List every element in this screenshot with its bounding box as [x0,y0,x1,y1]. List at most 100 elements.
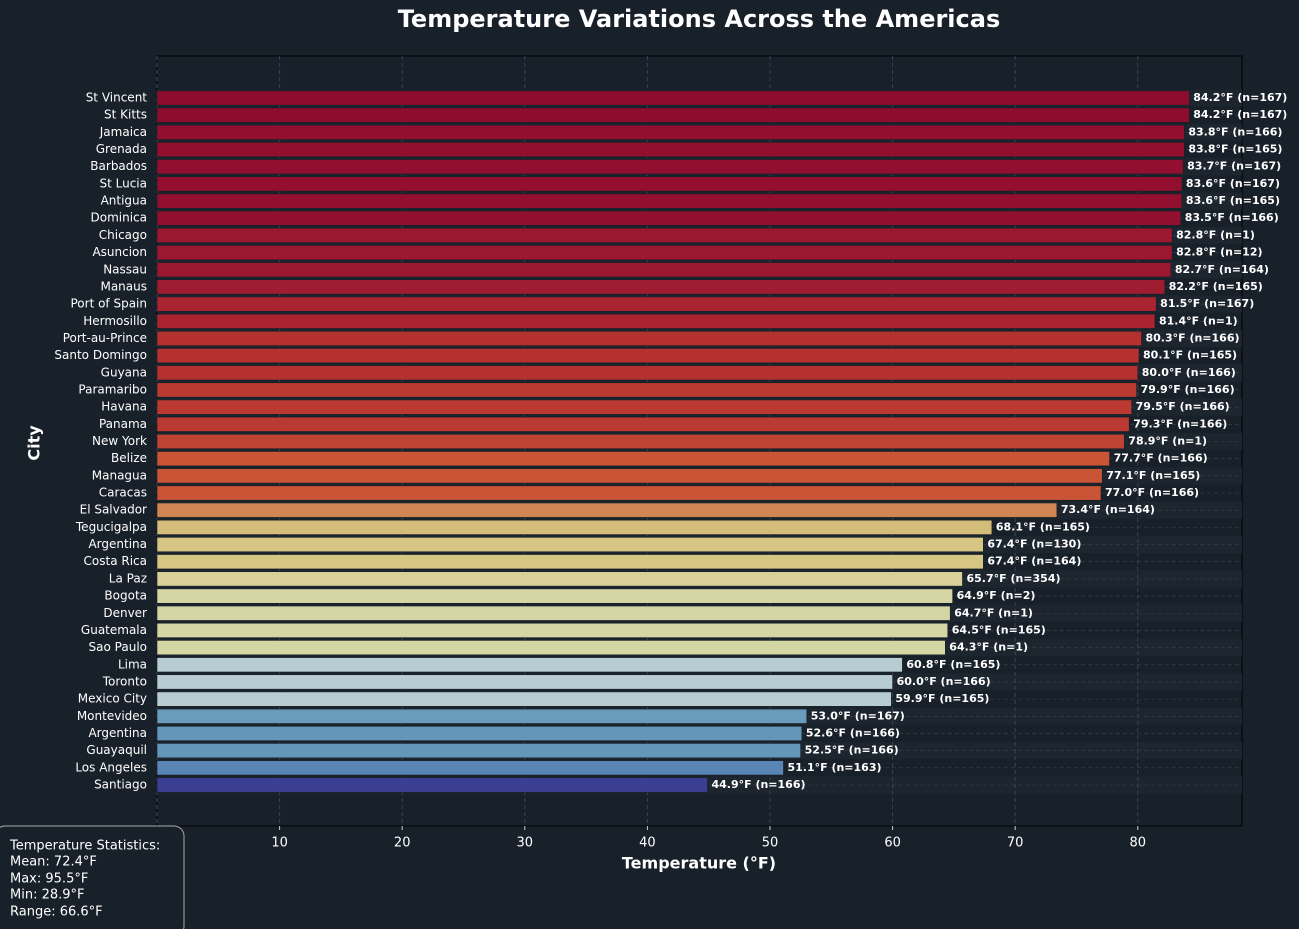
y-tick-label: Guayaquil [86,743,147,757]
x-tick-label: 70 [1007,836,1024,851]
bar [156,279,1166,295]
stats-box: Temperature Statistics: Mean: 72.4°F Max… [0,825,185,929]
value-label: 84.2°F (n=167) [1193,91,1287,104]
bar [156,640,946,656]
y-tick-label: Guyana [101,365,147,379]
y-tick-label: Argentina [88,726,147,740]
y-tick-label: Dominica [91,211,148,225]
y-tick-label: Jamaica [99,125,147,139]
bar [156,348,1140,364]
value-label: 64.3°F (n=1) [949,641,1028,654]
bar [156,330,1142,346]
bar [156,313,1156,329]
y-tick-label: Guatemala [81,623,147,637]
bar [156,176,1183,192]
bar [156,502,1058,518]
value-label: 73.4°F (n=164) [1061,503,1155,516]
bar [156,485,1102,501]
bar [156,588,953,604]
value-label: 83.7°F (n=167) [1187,160,1281,173]
value-label: 60.8°F (n=165) [906,658,1000,671]
bar [156,777,708,793]
bar [156,142,1185,158]
x-tick-label: 30 [517,836,534,851]
bar [156,674,893,690]
value-label: 82.2°F (n=165) [1169,280,1263,293]
y-tick-label: Barbados [90,159,147,173]
y-tick-label: Port of Spain [70,297,147,311]
y-tick-label: Argentina [88,537,147,551]
bar [156,605,951,621]
y-tick-label: El Salvador [80,503,147,517]
bar [156,519,993,535]
y-tick-label: Santiago [94,778,147,792]
value-label: 80.3°F (n=166) [1145,331,1239,344]
value-label: 83.6°F (n=167) [1186,177,1280,190]
bar [156,571,963,587]
y-tick-label: Asuncion [92,245,147,259]
x-tick-label: 10 [271,836,288,851]
value-label: 60.0°F (n=166) [897,675,991,688]
y-tick-label: Santo Domingo [54,348,147,362]
bar [156,725,803,741]
y-tick-label: Mexico City [78,692,147,706]
chart-title: Temperature Variations Across the Americ… [398,5,1000,33]
y-tick-label: St Lucia [99,176,147,190]
y-tick-label: New York [92,434,147,448]
bar [156,622,949,638]
value-label: 79.3°F (n=166) [1133,417,1227,430]
x-tick-label: 50 [762,836,779,851]
value-label: 67.4°F (n=164) [987,555,1081,568]
bar [156,399,1132,415]
value-label: 83.5°F (n=166) [1185,211,1279,224]
bar [156,365,1139,381]
value-label: 64.5°F (n=165) [952,623,1046,636]
x-tick-label: 40 [639,836,656,851]
value-label: 82.7°F (n=164) [1175,263,1269,276]
bar [156,416,1130,432]
bar [156,743,801,759]
y-tick-label: Lima [118,657,147,671]
bar [156,227,1173,243]
value-label: 77.7°F (n=166) [1114,452,1208,465]
y-tick-label: Nassau [103,262,147,276]
value-label: 81.4°F (n=1) [1159,314,1238,327]
value-label: 65.7°F (n=354) [966,572,1060,585]
y-tick-label: Manaus [100,279,147,293]
bar [156,159,1184,175]
y-tick-label: Sao Paulo [89,640,147,654]
y-tick-label: Antigua [101,194,147,208]
y-tick-label: Port-au-Prince [63,331,147,345]
y-tick-label: Denver [103,606,147,620]
y-tick-label: Toronto [102,674,147,688]
bar [156,262,1172,278]
y-tick-label: Tegucigalpa [75,520,147,534]
y-tick-label: Panama [99,417,147,431]
y-tick-label: La Paz [109,571,147,585]
bar [156,708,808,724]
y-tick-label: Los Angeles [75,760,147,774]
y-tick-label: Grenada [96,142,147,156]
bar [156,245,1173,261]
bar [156,124,1185,140]
y-tick-label: Havana [101,400,147,414]
value-label: 80.0°F (n=166) [1142,366,1236,379]
value-label: 77.0°F (n=166) [1105,486,1199,499]
y-tick-label: Costa Rica [84,554,147,568]
bar [156,537,984,553]
y-tick-label: Paramaribo [78,382,147,396]
value-label: 84.2°F (n=167) [1193,108,1287,121]
value-label: 77.1°F (n=165) [1106,469,1200,482]
y-tick-label: Belize [111,451,147,465]
stats-frame [0,825,185,929]
value-label: 64.7°F (n=1) [954,606,1033,619]
bar [156,90,1190,106]
y-tick-label: Hermosillo [83,314,147,328]
bar [156,451,1110,467]
value-label: 67.4°F (n=130) [987,538,1081,551]
value-label: 83.6°F (n=165) [1186,194,1280,207]
value-label: 52.6°F (n=166) [806,726,900,739]
value-label: 64.9°F (n=2) [957,589,1036,602]
